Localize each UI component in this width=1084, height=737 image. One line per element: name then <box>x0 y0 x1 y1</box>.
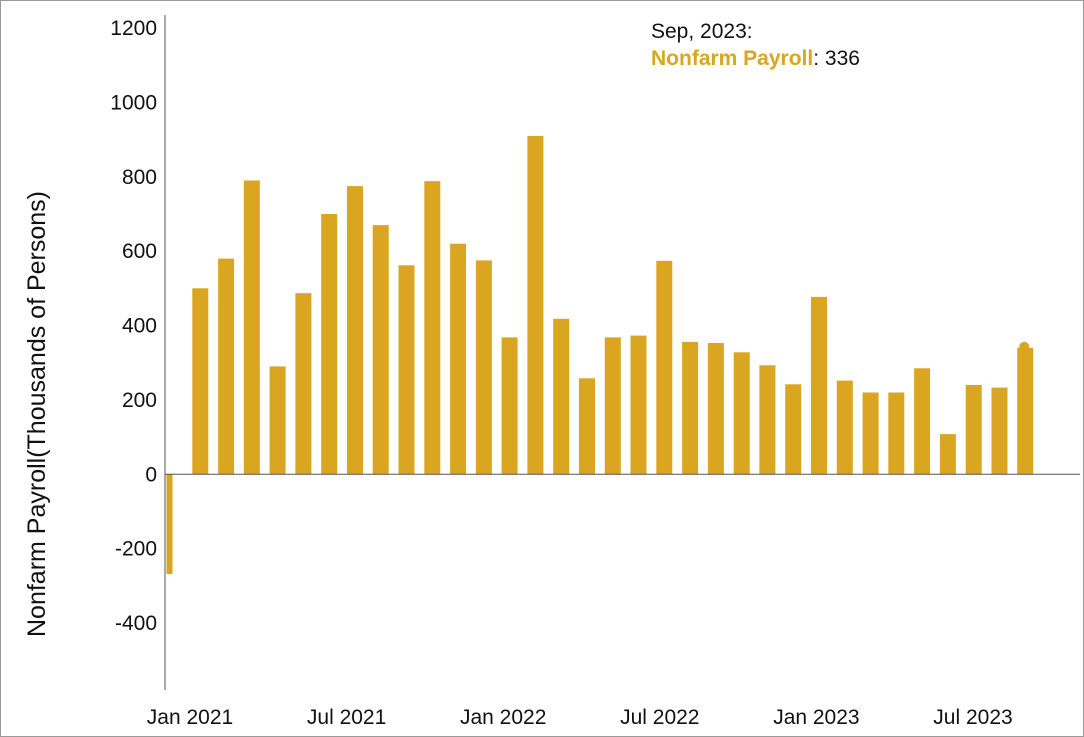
bar[interactable] <box>733 352 750 475</box>
tooltip: Sep, 2023: Nonfarm Payroll: 336 <box>651 18 860 72</box>
bar[interactable] <box>604 337 621 475</box>
y-tick-label: 600 <box>122 240 157 263</box>
bar[interactable] <box>424 181 441 475</box>
tooltip-separator: : <box>813 47 820 70</box>
bar[interactable] <box>682 341 699 475</box>
bar[interactable] <box>527 135 544 475</box>
y-tick-label: 0 <box>145 463 157 486</box>
bar[interactable] <box>707 343 724 475</box>
bar[interactable] <box>166 474 173 574</box>
bar[interactable] <box>939 434 956 475</box>
bar[interactable] <box>579 378 595 475</box>
bar[interactable] <box>192 288 209 475</box>
bar[interactable] <box>914 368 931 475</box>
bar[interactable] <box>398 265 415 475</box>
hover-marker <box>1019 341 1030 352</box>
x-tick-label: Jul 2021 <box>307 706 386 729</box>
bar[interactable] <box>553 318 570 475</box>
y-axis-ticks: 1200 1000 800 600 400 200 0 -200 -400 <box>110 17 157 635</box>
tooltip-row: Nonfarm Payroll: 336 <box>651 45 860 72</box>
bar[interactable] <box>862 392 879 475</box>
y-tick-label: 200 <box>122 389 157 412</box>
bar[interactable] <box>759 365 776 475</box>
tooltip-series-name: Nonfarm Payroll <box>651 47 814 70</box>
bar[interactable] <box>836 380 853 475</box>
y-tick-label: -400 <box>115 612 157 635</box>
x-tick-label: Jan 2022 <box>460 706 546 729</box>
bar[interactable] <box>811 296 827 475</box>
y-axis-title: Nonfarm Payroll(Thousands of Persons) <box>23 191 51 637</box>
bar[interactable] <box>269 366 286 475</box>
y-tick-label: 800 <box>122 166 157 189</box>
y-tick-label: -200 <box>115 538 157 561</box>
bar[interactable] <box>888 392 905 475</box>
x-tick-label: Jul 2023 <box>933 706 1012 729</box>
bar[interactable] <box>321 214 338 475</box>
bar[interactable] <box>218 258 235 475</box>
bar[interactable] <box>347 186 363 475</box>
bar[interactable] <box>630 335 647 475</box>
bar[interactable] <box>785 384 802 475</box>
x-tick-label: Jan 2023 <box>773 706 859 729</box>
bar[interactable] <box>243 180 260 475</box>
y-tick-label: 400 <box>122 315 157 338</box>
bar[interactable] <box>450 243 467 475</box>
x-tick-label: Jul 2022 <box>620 706 699 729</box>
y-tick-label: 1200 <box>110 17 157 40</box>
y-tick-label: 1000 <box>110 91 157 114</box>
bar[interactable] <box>501 337 518 475</box>
bar[interactable] <box>1017 347 1034 475</box>
bar[interactable] <box>295 293 312 475</box>
tooltip-date: Sep, 2023: <box>651 20 753 43</box>
bar[interactable] <box>965 385 982 475</box>
x-tick-label: Jan 2021 <box>147 706 233 729</box>
bar-series[interactable] <box>166 135 1034 574</box>
bar[interactable] <box>372 225 389 475</box>
bar[interactable] <box>991 387 1008 475</box>
bar[interactable] <box>475 260 492 475</box>
tooltip-value: 336 <box>824 47 860 70</box>
bar[interactable] <box>656 260 673 475</box>
x-axis-ticks: Jan 2021 Jul 2021 Jan 2022 Jul 2022 Jan 2023… <box>147 706 1013 729</box>
